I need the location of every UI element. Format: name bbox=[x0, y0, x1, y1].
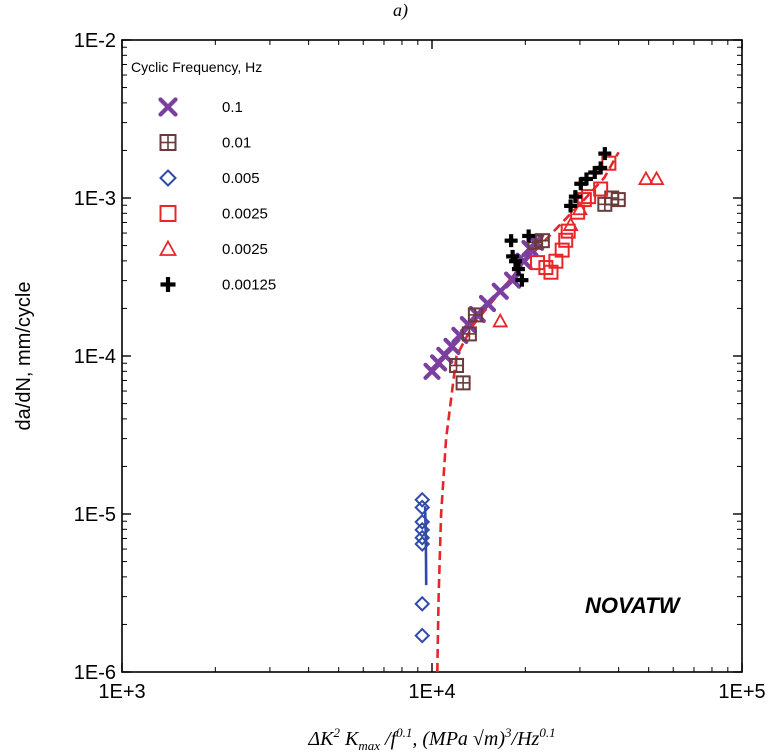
x-tick-label-2: 1E+5 bbox=[718, 681, 765, 703]
legend-label-0: 0.1 bbox=[222, 99, 243, 116]
legend-marker-1 bbox=[159, 134, 177, 151]
x-label-over-f: /f bbox=[380, 728, 399, 750]
legend-label-2: 0.005 bbox=[222, 170, 260, 187]
point-s4-0 bbox=[492, 312, 509, 328]
legend-label-5: 0.00125 bbox=[222, 277, 276, 294]
y-tick-label-0: 1E-2 bbox=[74, 30, 116, 52]
point-s5-9 bbox=[579, 172, 593, 186]
point-s2-0 bbox=[414, 491, 431, 508]
point-s5-3 bbox=[511, 262, 525, 276]
point-s2-4 bbox=[414, 529, 431, 546]
fit-line-2 bbox=[423, 506, 428, 586]
point-s4-2 bbox=[571, 200, 588, 216]
legend-label-3: 0.0025 bbox=[222, 206, 268, 223]
point-s0-3 bbox=[443, 337, 461, 356]
axis-ticks: 1E+3 1E+4 1E+5 1E-2 1E-3 1E-4 1E-5 1E-6 bbox=[74, 30, 766, 703]
legend-marker-0 bbox=[158, 97, 178, 117]
point-s1-0 bbox=[449, 357, 465, 373]
point-s2-6 bbox=[414, 595, 431, 612]
point-s5-11 bbox=[594, 161, 608, 175]
x-label-units: , (MPa √m) bbox=[412, 728, 505, 750]
x-label-f-sup: 0.1 bbox=[396, 725, 412, 740]
y-tick-label-1: 1E-3 bbox=[74, 188, 116, 210]
annotation-novatw: NOVATW bbox=[585, 593, 682, 618]
point-s3-0 bbox=[530, 255, 546, 271]
point-s3-6 bbox=[560, 223, 576, 239]
panel-label: a) bbox=[393, 0, 408, 21]
fit-line-4 bbox=[436, 151, 620, 673]
legend-marker-4 bbox=[158, 239, 178, 256]
legend-label-1: 0.01 bbox=[222, 135, 251, 152]
point-s1-8 bbox=[610, 192, 626, 208]
point-s5-12 bbox=[598, 147, 612, 161]
point-s5-2 bbox=[509, 254, 523, 268]
point-s5-4 bbox=[515, 273, 529, 287]
point-s2-2 bbox=[414, 514, 431, 530]
x-label-sup2: 2 bbox=[334, 725, 341, 740]
point-s2-5 bbox=[414, 536, 431, 552]
point-s3-4 bbox=[554, 242, 570, 258]
legend-title: Cyclic Frequency, Hz bbox=[131, 59, 262, 75]
y-tick-label-4: 1E-6 bbox=[74, 662, 116, 684]
x-label-delta: ΔK bbox=[307, 728, 335, 750]
point-s3-2 bbox=[543, 264, 559, 280]
point-s1-3 bbox=[467, 307, 483, 323]
legend-marker-3 bbox=[159, 205, 177, 222]
x-label-kmax-sub: max bbox=[358, 738, 380, 753]
x-label-hz: /Hz bbox=[511, 728, 540, 750]
point-s4-4 bbox=[648, 170, 665, 186]
legend-marker-5 bbox=[160, 277, 176, 292]
point-s5-0 bbox=[504, 234, 518, 248]
point-s2-7 bbox=[414, 627, 431, 644]
point-s4-3 bbox=[637, 170, 654, 186]
legend: Cyclic Frequency, Hz 0.1 0.01 0.005 0.0025 0… bbox=[131, 59, 276, 294]
x-tick-label-0: 1E+3 bbox=[98, 681, 145, 703]
y-tick-label-2: 1E-4 bbox=[74, 346, 116, 368]
x-label-kmax: K bbox=[340, 728, 360, 750]
point-s5-7 bbox=[568, 190, 582, 204]
x-label-hz-sup: 0.1 bbox=[539, 725, 555, 740]
point-s1-2 bbox=[461, 326, 477, 342]
y-axis-label: da/dN, mm/cycle bbox=[13, 282, 35, 431]
point-s5-6 bbox=[564, 199, 578, 213]
legend-label-4: 0.0025 bbox=[222, 241, 268, 258]
point-s2-1 bbox=[414, 499, 431, 516]
point-s5-5 bbox=[522, 229, 536, 243]
data-points bbox=[414, 147, 665, 644]
point-s3-9 bbox=[581, 189, 597, 205]
point-s1-1 bbox=[455, 375, 471, 391]
legend-marker-2 bbox=[159, 169, 177, 187]
y-tick-label-3: 1E-5 bbox=[74, 504, 116, 526]
point-s4-1 bbox=[562, 216, 579, 231]
point-s1-5 bbox=[534, 233, 550, 249]
x-axis-label: ΔK2 Kmax /f0.1, (MPa √m)3/Hz0.1 bbox=[307, 725, 555, 753]
point-s3-10 bbox=[593, 181, 609, 197]
point-s3-8 bbox=[576, 192, 592, 208]
point-s3-5 bbox=[558, 232, 574, 248]
point-s0-7 bbox=[478, 294, 497, 313]
point-s0-9 bbox=[504, 271, 522, 289]
x-tick-label-1: 1E+4 bbox=[408, 681, 455, 703]
x-label-units-sup3: 3 bbox=[504, 725, 512, 740]
